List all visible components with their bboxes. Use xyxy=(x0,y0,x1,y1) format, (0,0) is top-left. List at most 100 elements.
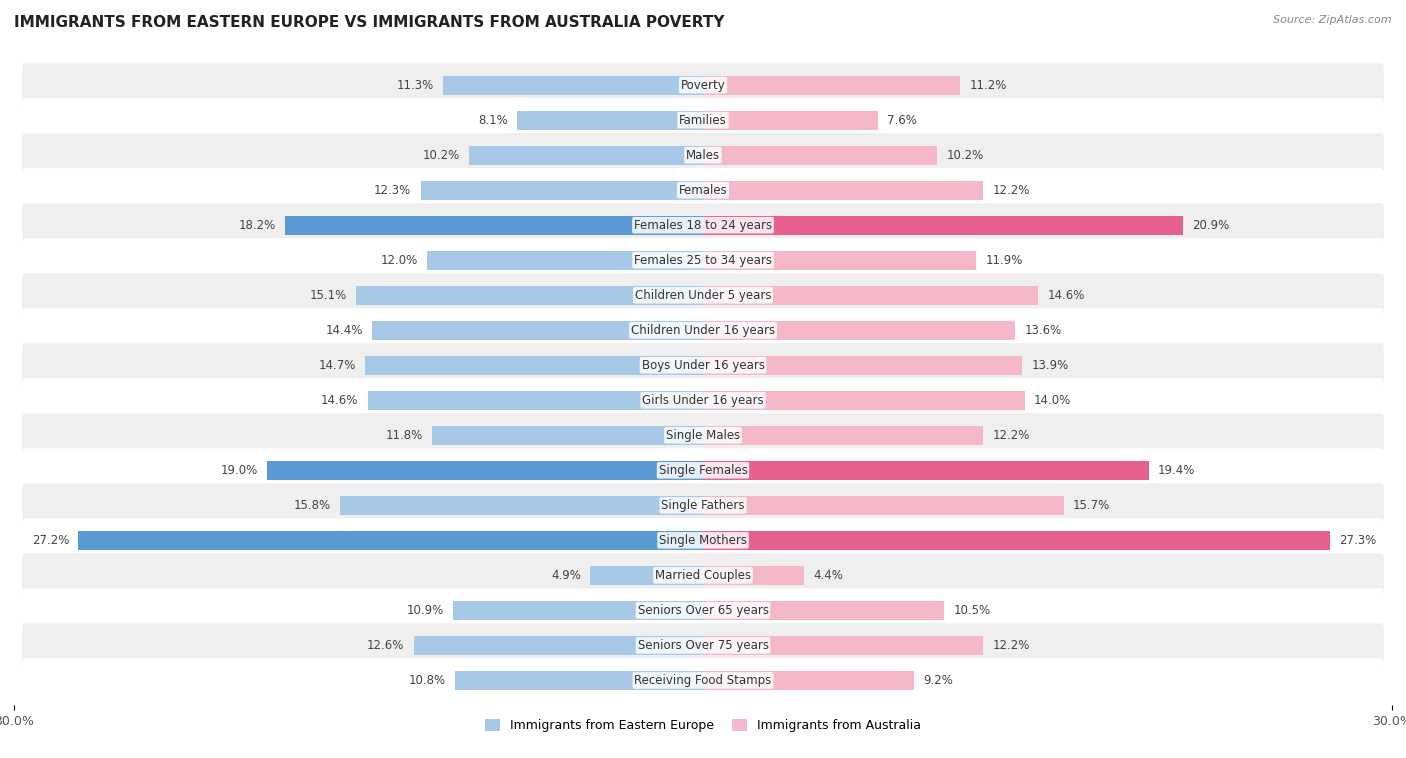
Text: 11.8%: 11.8% xyxy=(385,429,423,442)
Text: Families: Families xyxy=(679,114,727,127)
Bar xyxy=(432,426,703,445)
Text: 19.4%: 19.4% xyxy=(1157,464,1195,477)
Bar xyxy=(703,215,1182,235)
Text: 11.9%: 11.9% xyxy=(986,254,1022,267)
Text: Poverty: Poverty xyxy=(681,79,725,92)
Text: Children Under 16 years: Children Under 16 years xyxy=(631,324,775,337)
Bar xyxy=(703,671,914,690)
Text: Children Under 5 years: Children Under 5 years xyxy=(634,289,772,302)
Text: Seniors Over 75 years: Seniors Over 75 years xyxy=(637,639,769,652)
Text: 12.2%: 12.2% xyxy=(993,183,1029,196)
Bar xyxy=(703,286,1038,305)
Bar xyxy=(443,76,703,95)
FancyBboxPatch shape xyxy=(22,238,1384,282)
Text: IMMIGRANTS FROM EASTERN EUROPE VS IMMIGRANTS FROM AUSTRALIA POVERTY: IMMIGRANTS FROM EASTERN EUROPE VS IMMIGR… xyxy=(14,15,724,30)
Text: 12.6%: 12.6% xyxy=(367,639,405,652)
Bar xyxy=(427,251,703,270)
Text: 10.2%: 10.2% xyxy=(422,149,460,161)
Text: 14.4%: 14.4% xyxy=(326,324,363,337)
Text: 12.0%: 12.0% xyxy=(381,254,418,267)
Text: Seniors Over 65 years: Seniors Over 65 years xyxy=(637,604,769,617)
Bar xyxy=(368,390,703,410)
FancyBboxPatch shape xyxy=(22,553,1384,597)
Text: Females: Females xyxy=(679,183,727,196)
Text: 14.6%: 14.6% xyxy=(1047,289,1085,302)
FancyBboxPatch shape xyxy=(22,484,1384,528)
Text: 14.0%: 14.0% xyxy=(1033,394,1071,407)
Text: Receiving Food Stamps: Receiving Food Stamps xyxy=(634,674,772,687)
FancyBboxPatch shape xyxy=(22,203,1384,247)
FancyBboxPatch shape xyxy=(22,309,1384,352)
Bar xyxy=(413,636,703,655)
Text: 15.1%: 15.1% xyxy=(309,289,347,302)
Bar xyxy=(703,496,1063,515)
Bar xyxy=(703,636,983,655)
Bar xyxy=(79,531,703,550)
Bar xyxy=(453,601,703,620)
Text: 12.3%: 12.3% xyxy=(374,183,412,196)
Text: 9.2%: 9.2% xyxy=(924,674,953,687)
Text: Single Fathers: Single Fathers xyxy=(661,499,745,512)
Bar xyxy=(703,461,1149,480)
FancyBboxPatch shape xyxy=(22,98,1384,143)
Bar xyxy=(703,356,1022,375)
Text: 10.2%: 10.2% xyxy=(946,149,984,161)
FancyBboxPatch shape xyxy=(22,63,1384,107)
FancyBboxPatch shape xyxy=(22,659,1384,703)
Bar xyxy=(356,286,703,305)
Text: 12.2%: 12.2% xyxy=(993,639,1029,652)
Bar xyxy=(703,146,938,164)
FancyBboxPatch shape xyxy=(22,168,1384,212)
Text: Single Females: Single Females xyxy=(658,464,748,477)
Bar xyxy=(591,565,703,585)
Text: Source: ZipAtlas.com: Source: ZipAtlas.com xyxy=(1274,15,1392,25)
FancyBboxPatch shape xyxy=(22,413,1384,457)
Text: 10.9%: 10.9% xyxy=(406,604,443,617)
Bar xyxy=(420,180,703,200)
Text: Males: Males xyxy=(686,149,720,161)
Text: 14.7%: 14.7% xyxy=(319,359,356,371)
Text: Married Couples: Married Couples xyxy=(655,569,751,582)
Text: 10.8%: 10.8% xyxy=(409,674,446,687)
Text: 11.2%: 11.2% xyxy=(969,79,1007,92)
Bar xyxy=(703,601,945,620)
Text: Single Males: Single Males xyxy=(666,429,740,442)
Text: 27.3%: 27.3% xyxy=(1339,534,1376,547)
Text: 7.6%: 7.6% xyxy=(887,114,917,127)
FancyBboxPatch shape xyxy=(22,133,1384,177)
Bar xyxy=(366,356,703,375)
Text: Girls Under 16 years: Girls Under 16 years xyxy=(643,394,763,407)
Text: Single Mothers: Single Mothers xyxy=(659,534,747,547)
Text: 14.6%: 14.6% xyxy=(321,394,359,407)
Text: 12.2%: 12.2% xyxy=(993,429,1029,442)
Text: Females 18 to 24 years: Females 18 to 24 years xyxy=(634,219,772,232)
Bar xyxy=(703,111,877,130)
Bar xyxy=(703,390,1025,410)
FancyBboxPatch shape xyxy=(22,588,1384,632)
FancyBboxPatch shape xyxy=(22,518,1384,562)
FancyBboxPatch shape xyxy=(22,448,1384,493)
Text: 4.9%: 4.9% xyxy=(551,569,581,582)
Bar xyxy=(703,426,983,445)
Text: 8.1%: 8.1% xyxy=(478,114,508,127)
Text: 13.9%: 13.9% xyxy=(1032,359,1069,371)
FancyBboxPatch shape xyxy=(22,273,1384,318)
FancyBboxPatch shape xyxy=(22,623,1384,668)
Text: Boys Under 16 years: Boys Under 16 years xyxy=(641,359,765,371)
Bar xyxy=(517,111,703,130)
Bar xyxy=(703,321,1015,340)
Text: 19.0%: 19.0% xyxy=(221,464,257,477)
Text: 11.3%: 11.3% xyxy=(396,79,434,92)
Text: 20.9%: 20.9% xyxy=(1192,219,1229,232)
Bar xyxy=(703,251,976,270)
Bar xyxy=(703,531,1330,550)
Bar xyxy=(456,671,703,690)
Bar xyxy=(373,321,703,340)
FancyBboxPatch shape xyxy=(22,378,1384,422)
Text: 18.2%: 18.2% xyxy=(239,219,276,232)
Text: 27.2%: 27.2% xyxy=(32,534,69,547)
Text: 10.5%: 10.5% xyxy=(953,604,990,617)
Bar xyxy=(267,461,703,480)
Bar xyxy=(703,76,960,95)
Text: 13.6%: 13.6% xyxy=(1025,324,1062,337)
